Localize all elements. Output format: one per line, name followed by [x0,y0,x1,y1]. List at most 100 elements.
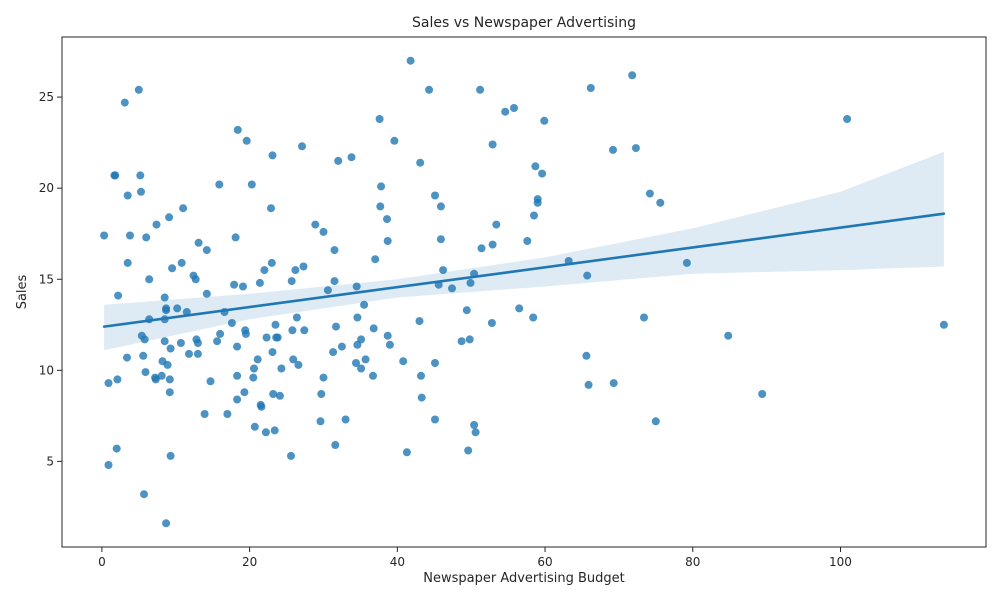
x-axis-ticks: 0 20 40 60 80 100 [98,547,852,569]
data-point [476,85,485,94]
data-point [538,169,547,178]
data-point [112,444,121,453]
data-point [287,451,295,460]
data-point [375,115,384,123]
data-point [137,187,145,196]
data-point [399,357,408,366]
data-point [268,151,277,160]
data-point [640,313,648,322]
x-tick-label: 60 [537,555,552,569]
y-tick-label: 25 [39,90,54,104]
data-point [347,153,356,162]
data-point [406,56,415,65]
data-point [334,156,343,165]
data-point [488,240,497,249]
data-point [292,313,301,322]
data-point [466,278,475,287]
data-point [417,393,426,402]
data-point [357,364,366,373]
data-point [223,410,232,418]
data-point [202,289,211,298]
data-point [242,136,251,145]
data-point [515,304,524,313]
data-point [111,171,120,180]
data-point [216,329,225,338]
data-point [383,331,392,340]
data-point [582,351,591,360]
data-point [270,426,279,435]
data-point [260,266,269,275]
data-point [353,313,362,322]
data-point [200,410,209,418]
data-point [239,282,247,291]
y-tick-label: 20 [39,181,54,195]
data-point [631,144,640,153]
data-point [529,313,538,322]
data-point [645,189,654,198]
data-point [331,441,340,449]
data-point [436,202,445,211]
data-point [261,428,270,437]
data-point [357,335,366,344]
data-point [233,395,242,404]
data-point [540,116,549,125]
data-point [377,182,386,191]
data-point [168,264,177,273]
x-axis-label: Newspaper Advertising Budget [423,571,625,586]
data-point [385,340,394,349]
data-point [267,258,276,267]
data-point [843,115,852,123]
data-point [287,277,296,286]
data-point [160,337,169,346]
data-point [939,320,948,329]
data-point [162,304,171,313]
data-point [471,428,480,437]
data-point [233,371,242,380]
y-tick-label: 15 [39,272,54,286]
data-point [151,375,160,384]
data-point [337,342,346,351]
data-point [609,379,618,388]
data-point [185,349,193,358]
data-point [136,171,145,180]
data-point [319,373,328,382]
x-tick-label: 0 [98,555,106,569]
data-point [176,339,185,347]
data-point [724,331,733,340]
data-point [165,213,174,222]
data-point [457,337,466,346]
data-point [288,326,297,335]
data-point [425,85,434,94]
y-axis-label: Sales [15,274,30,309]
data-point [436,235,445,244]
data-point [250,364,258,373]
data-point [352,282,361,291]
data-point [166,344,175,353]
data-point [231,233,240,242]
data-point [206,377,215,386]
data-point [462,306,471,315]
data-point [501,107,510,116]
x-tick-label: 40 [390,555,405,569]
data-point [531,162,540,171]
data-point [465,335,474,344]
data-point [656,198,665,207]
data-point [215,180,224,189]
data-point [123,191,132,200]
data-point [230,280,239,289]
data-point [120,98,129,107]
data-point [523,237,532,245]
data-point [586,84,595,92]
data-point [177,258,186,267]
data-point [316,417,325,426]
y-axis-ticks: 5 10 15 20 25 [39,90,62,468]
data-points-layer [100,56,948,528]
data-point [253,355,262,364]
data-point [300,326,309,335]
data-point [448,284,456,293]
data-point [273,333,282,342]
data-point [142,233,151,242]
data-point [323,286,332,295]
data-point [330,277,339,286]
